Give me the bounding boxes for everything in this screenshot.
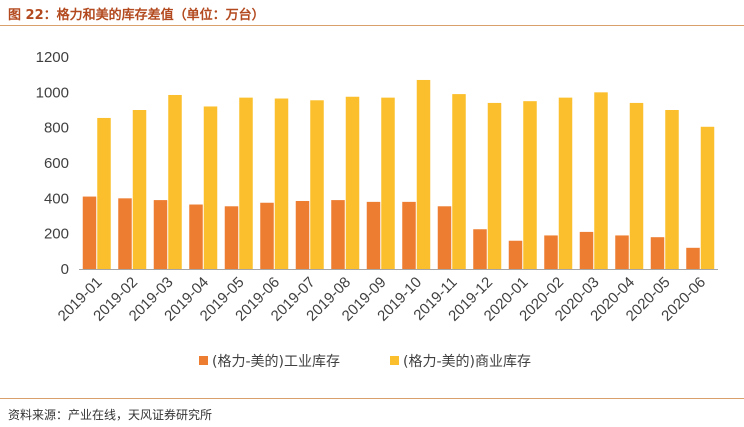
bar-industrial-inventory	[331, 200, 345, 269]
figure-title: 图 22：格力和美的库存差值（单位：万台）	[8, 8, 265, 23]
bar-industrial-inventory	[650, 237, 665, 269]
bar-industrial-inventory	[153, 200, 168, 269]
y-tick-label: 600	[44, 155, 69, 172]
bar-industrial-inventory	[615, 235, 629, 269]
y-tick-label: 400	[44, 190, 69, 207]
bar-commercial-inventory	[274, 98, 289, 270]
bar-industrial-inventory	[544, 235, 558, 269]
bar-commercial-inventory	[665, 110, 679, 269]
bar-commercial-inventory	[487, 102, 502, 269]
bar-commercial-inventory	[239, 97, 253, 269]
bar-industrial-inventory	[82, 196, 97, 269]
y-tick-label: 800	[44, 120, 69, 137]
bar-commercial-inventory	[594, 92, 608, 269]
legend-label-industrial: (格力-美的)工业库存	[212, 354, 340, 370]
y-tick-label: 0	[61, 261, 69, 278]
y-tick-label: 1200	[36, 49, 69, 66]
bar-commercial-inventory	[203, 106, 218, 269]
title-divider	[0, 25, 744, 26]
legend-label-commercial: (格力-美的)商业库存	[403, 354, 531, 370]
source-divider	[0, 398, 744, 399]
bar-commercial-inventory	[523, 101, 537, 270]
bar-industrial-inventory	[189, 204, 203, 269]
bar-industrial-inventory	[366, 201, 381, 269]
bar-chart: 0 200 400 600 800 1000 1200 2019-012019-022019…	[36, 49, 718, 370]
bar-commercial-inventory	[97, 117, 111, 269]
bar-commercial-inventory	[452, 94, 466, 269]
bar-commercial-inventory	[168, 94, 182, 269]
y-axis-ticks: 0 200 400 600 800 1000 1200	[36, 49, 69, 278]
legend-swatch-commercial	[390, 356, 399, 365]
y-tick-label: 1000	[36, 84, 69, 101]
legend-swatch-industrial	[199, 356, 208, 365]
bar-industrial-inventory	[686, 247, 700, 269]
bar-industrial-inventory	[224, 206, 239, 269]
bar-industrial-inventory	[260, 202, 274, 269]
bar-industrial-inventory	[437, 206, 452, 269]
bar-commercial-inventory	[416, 79, 431, 269]
bar-industrial-inventory	[402, 201, 416, 269]
x-axis-ticks: 2019-012019-022019-032019-042019-052019-…	[55, 274, 709, 325]
bar-industrial-inventory	[473, 229, 487, 269]
bar-commercial-inventory	[345, 96, 360, 269]
y-tick-label: 200	[44, 226, 69, 243]
bar-industrial-inventory	[579, 231, 594, 269]
bar-commercial-inventory	[310, 100, 324, 270]
bar-commercial-inventory	[558, 97, 573, 269]
bar-commercial-inventory	[629, 102, 644, 269]
bar-industrial-inventory	[118, 198, 132, 269]
bar-commercial-inventory	[381, 97, 395, 269]
bar-commercial-inventory	[700, 126, 715, 270]
bar-industrial-inventory	[295, 200, 310, 269]
source-note: 资料来源：产业在线，天风证券研究所	[8, 408, 213, 422]
bar-industrial-inventory	[508, 240, 523, 269]
bar-commercial-inventory	[132, 110, 147, 269]
bars	[82, 79, 715, 270]
legend: (格力-美的)工业库存 (格力-美的)商业库存	[199, 354, 531, 370]
